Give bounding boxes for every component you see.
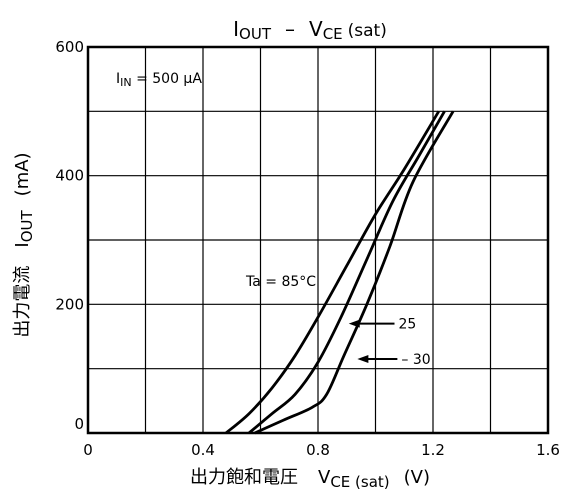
y-tick-labels: 0 200 400 600 bbox=[55, 38, 84, 433]
y-axis-label: 出力電流 IOUT (mA) bbox=[12, 152, 36, 337]
title-sep: – bbox=[285, 17, 295, 41]
annotation-label-2: – 30 bbox=[401, 352, 430, 368]
xlabel-jp: 出力飽和電圧 bbox=[190, 467, 298, 488]
x-tick-label: 0.8 bbox=[306, 441, 330, 459]
grid bbox=[88, 47, 548, 433]
title-v-tail: (sat) bbox=[348, 21, 387, 41]
x-tick-label: 1.2 bbox=[421, 441, 445, 459]
ylabel-unit: (mA) bbox=[12, 152, 33, 196]
series-line-2 bbox=[254, 110, 455, 435]
annotation-85c: Ta = 85°C bbox=[245, 274, 316, 290]
condition-label: IIN = 500 μA bbox=[116, 71, 202, 89]
series-line-0 bbox=[225, 110, 440, 435]
annotation-label-1: 25 bbox=[399, 317, 417, 333]
x-tick-label: 1.6 bbox=[536, 441, 560, 459]
series-line-1 bbox=[248, 110, 446, 435]
condition-text: = 500 μA bbox=[132, 71, 203, 87]
title-v: V bbox=[309, 17, 323, 41]
annotation-arrow-head bbox=[357, 355, 369, 364]
x-tick-label: 0 bbox=[83, 441, 93, 459]
annotation-arrow-head bbox=[348, 319, 360, 328]
x-axis-label: 出力飽和電圧 VCE (sat) (V) bbox=[190, 467, 430, 491]
ylabel-jp: 出力電流 bbox=[12, 266, 33, 338]
xlabel-v-sub: CE (sat) bbox=[330, 473, 389, 491]
chart-title: IOUT – VCE (sat) bbox=[233, 17, 387, 43]
title-v-sub: CE bbox=[323, 25, 343, 43]
y-tick-label: 200 bbox=[55, 295, 84, 313]
x-tick-label: 0.4 bbox=[191, 441, 215, 459]
title-i: I bbox=[233, 17, 239, 41]
xlabel-unit: (V) bbox=[404, 467, 430, 488]
y-tick-label: 400 bbox=[55, 167, 84, 185]
y-tick-label: 0 bbox=[74, 415, 84, 433]
y-tick-label: 600 bbox=[55, 38, 84, 56]
x-tick-labels: 0 0.4 0.8 1.2 1.6 bbox=[83, 441, 560, 459]
xlabel-v: V bbox=[318, 467, 331, 488]
condition-sub: IN bbox=[120, 76, 131, 89]
ylabel-i-sub: OUT bbox=[18, 209, 36, 242]
condition-i: I bbox=[116, 71, 120, 87]
title-i-sub: OUT bbox=[239, 25, 272, 43]
ylabel-i: I bbox=[12, 242, 33, 247]
series-group bbox=[225, 110, 455, 435]
plot-frame bbox=[86, 45, 550, 435]
annotations: Ta = 85°C 25 – 30 bbox=[245, 274, 431, 368]
